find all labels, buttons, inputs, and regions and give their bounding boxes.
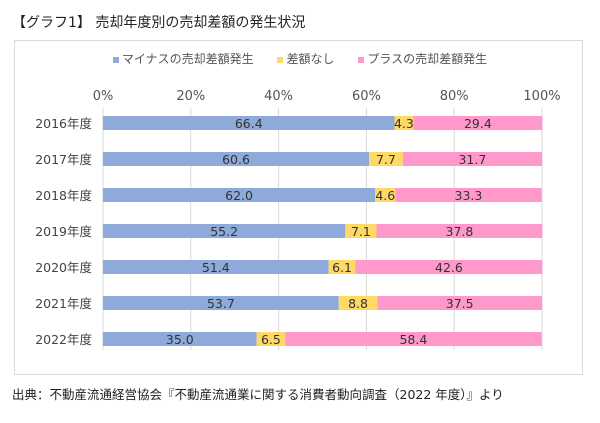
bar-segment (413, 116, 543, 130)
bar-segment (355, 260, 543, 274)
data-label: 35.0 (166, 332, 194, 347)
x-tick-label: 0% (93, 89, 114, 104)
bar-segment (103, 224, 346, 238)
bar-segment (376, 224, 543, 238)
data-label: 62.0 (225, 188, 253, 203)
y-category-label: 2017年度 (35, 152, 92, 167)
x-tick-label: 40% (264, 89, 293, 104)
data-label: 51.4 (202, 260, 230, 275)
data-label: 58.4 (399, 332, 427, 347)
bar-segment (377, 296, 542, 310)
data-label: 37.5 (446, 296, 474, 311)
y-category-label: 2022年度 (35, 332, 92, 347)
data-label: 4.3 (394, 116, 414, 131)
bar-segment (402, 152, 542, 166)
data-label: 7.1 (351, 224, 371, 239)
source-note: 出典：不動産流通経営協会『不動産流通業に関する消費者動向調査（2022 年度）』… (12, 387, 504, 402)
chart-frame (14, 40, 583, 375)
legend-swatch (358, 56, 365, 63)
y-category-label: 2021年度 (35, 296, 92, 311)
legend-item-minus: マイナスの売却差額発生 (112, 50, 254, 67)
legend-label: マイナスの売却差額発生 (121, 52, 254, 66)
data-label: 31.7 (458, 152, 486, 167)
data-label: 53.7 (207, 296, 235, 311)
x-tick-label: 20% (176, 89, 205, 104)
x-tick-label: 60% (352, 89, 381, 104)
bar-segment (256, 332, 286, 346)
bar-segment (103, 296, 339, 310)
data-label: 8.8 (348, 296, 368, 311)
legend-swatch (277, 56, 284, 63)
data-label: 37.8 (446, 224, 474, 239)
bar-segment (338, 296, 378, 310)
legend-swatch (112, 56, 119, 63)
y-category-label: 2018年度 (35, 188, 92, 203)
data-label: 7.7 (376, 152, 396, 167)
data-label: 55.2 (210, 224, 238, 239)
x-tick-label: 80% (440, 89, 469, 104)
data-label: 42.6 (435, 260, 463, 275)
bar-segment (375, 188, 396, 202)
legend-label: 差額なし (286, 52, 335, 66)
y-category-label: 2019年度 (35, 224, 92, 239)
data-label: 66.4 (235, 116, 263, 131)
bar-segment (395, 188, 542, 202)
data-label: 33.3 (455, 188, 483, 203)
bar-segment (103, 260, 329, 274)
bar-segment (103, 152, 370, 166)
data-label: 60.6 (222, 152, 250, 167)
legend: マイナスの売却差額発生 差額なし プラスの売却差額発生 (0, 50, 600, 67)
bar-segment (369, 152, 403, 166)
bar-segment (345, 224, 377, 238)
bar-segment (103, 116, 395, 130)
data-label: 29.4 (464, 116, 492, 131)
legend-label: プラスの売却差額発生 (367, 52, 488, 66)
legend-item-none: 差額なし (277, 50, 335, 67)
bar-segment (103, 332, 257, 346)
chart-title: 【グラフ1】 売却年度別の売却差額の発生状況 (12, 15, 306, 31)
bar-segment (394, 116, 414, 130)
data-label: 6.5 (261, 332, 281, 347)
bar-segment (285, 332, 542, 346)
legend-item-plus: プラスの売却差額発生 (358, 50, 487, 67)
y-category-label: 2020年度 (35, 260, 92, 275)
data-label: 6.1 (332, 260, 352, 275)
bar-segment (328, 260, 356, 274)
bar-segment (103, 188, 376, 202)
data-label: 4.6 (375, 188, 395, 203)
y-category-label: 2016年度 (35, 116, 92, 131)
x-tick-label: 100% (523, 89, 560, 104)
